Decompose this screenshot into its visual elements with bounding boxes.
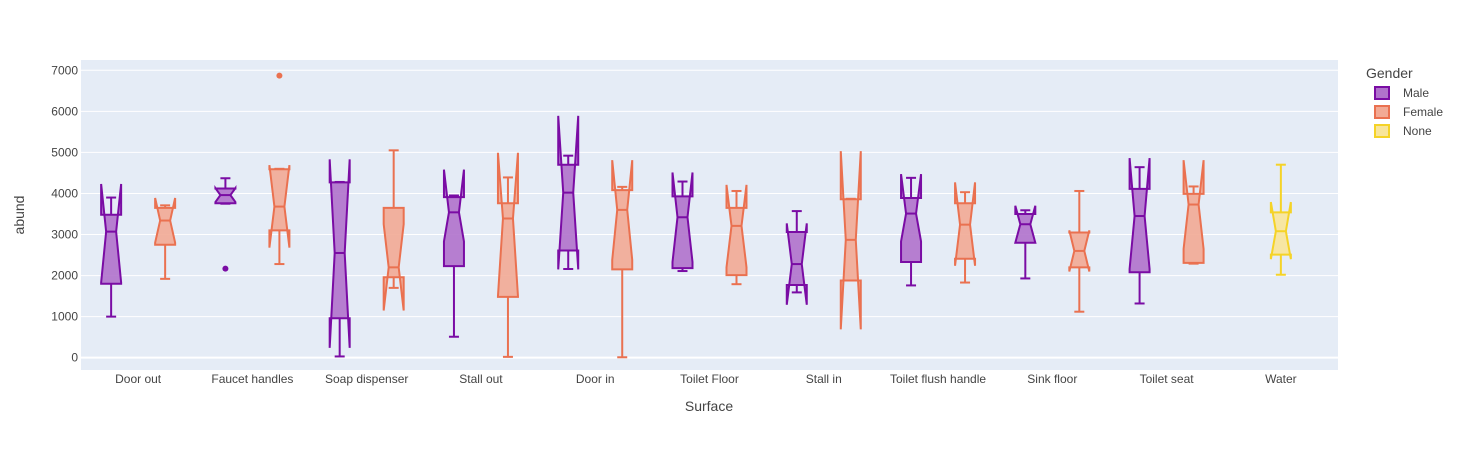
box-traces [100, 72, 1292, 359]
box-male-toilet-flush-handle [900, 174, 923, 287]
legend-label-none: None [1403, 124, 1432, 138]
legend-title: Gender [1366, 65, 1413, 81]
box-male-stall-in [785, 210, 808, 305]
box-male-faucet-handles [214, 177, 237, 272]
x-tick-label: Faucet handles [211, 372, 293, 386]
outlier-point [276, 72, 283, 79]
box-female-door-in [611, 160, 634, 359]
box-male-sink-floor [1014, 205, 1037, 280]
box-female-sink-floor [1068, 189, 1091, 313]
y-tick-label: 2000 [51, 269, 78, 283]
legend-label-female: Female [1403, 105, 1443, 119]
box-female-stall-out [496, 152, 519, 358]
box-female-stall-in [839, 151, 862, 330]
box-male-soap-dispenser [328, 159, 351, 358]
box-female-toilet-flush-handle [954, 182, 977, 284]
box-female-toilet-seat [1182, 160, 1205, 265]
x-tick-label: Toilet Floor [680, 372, 739, 386]
y-tick-label: 1000 [51, 310, 78, 324]
x-tick-label: Soap dispenser [325, 372, 408, 386]
y-tick-label: 0 [71, 351, 78, 365]
legend: Gender Male Female None [1366, 65, 1443, 138]
y-gridlines [81, 69, 1338, 359]
y-axis-title: abund [11, 196, 27, 235]
box-body [671, 172, 694, 270]
box-male-toilet-seat [1128, 158, 1151, 305]
box-male-toilet-floor [671, 172, 694, 273]
box-body [611, 160, 634, 271]
box-male-door-in [557, 115, 580, 270]
box-body [442, 169, 465, 268]
box-body [1182, 160, 1205, 264]
x-tick-label: Water [1265, 372, 1297, 386]
outlier-point [222, 265, 229, 272]
legend-swatch-none [1374, 124, 1390, 138]
box-none-water [1269, 163, 1292, 276]
box-body [382, 206, 405, 311]
x-tick-label: Stall out [459, 372, 503, 386]
box-body [725, 184, 748, 277]
box-female-toilet-floor [725, 184, 748, 286]
box-body [900, 174, 923, 264]
x-tick-label: Door out [115, 372, 162, 386]
box-female-door-out [154, 197, 177, 280]
x-tick-label: Toilet flush handle [890, 372, 986, 386]
box-male-door-out [100, 183, 123, 318]
x-tick-label: Stall in [806, 372, 842, 386]
y-tick-label: 5000 [51, 145, 78, 159]
legend-label-male: Male [1403, 86, 1429, 100]
y-tick-label: 7000 [51, 63, 78, 77]
legend-swatch-male [1374, 86, 1390, 100]
x-axis-ticks: Door out Faucet handles Soap dispenser Stal… [115, 372, 1297, 386]
box-female-soap-dispenser [382, 149, 405, 311]
y-axis-ticks: 0 1000 2000 3000 4000 5000 6000 7000 [51, 63, 78, 364]
box-body [100, 183, 123, 285]
y-tick-label: 3000 [51, 228, 78, 242]
x-tick-label: Sink floor [1027, 372, 1077, 386]
x-tick-label: Door in [576, 372, 615, 386]
x-tick-label: Toilet seat [1140, 372, 1195, 386]
legend-swatch-female [1374, 105, 1390, 119]
plot-background [81, 60, 1338, 370]
y-tick-label: 4000 [51, 186, 78, 200]
x-axis-title: Surface [685, 398, 733, 414]
box-female-faucet-handles [268, 72, 291, 266]
box-male-stall-out [442, 169, 465, 338]
y-tick-label: 6000 [51, 104, 78, 118]
box-body [496, 152, 519, 298]
